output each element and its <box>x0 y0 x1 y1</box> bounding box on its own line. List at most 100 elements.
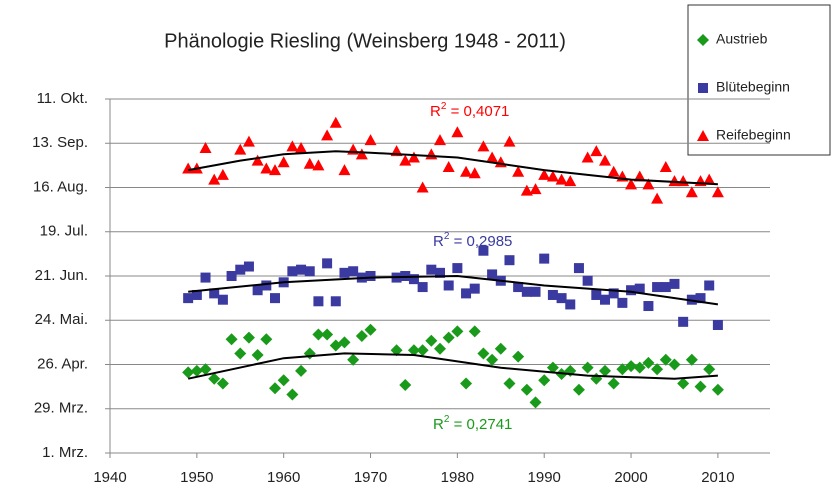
point <box>243 261 254 272</box>
point <box>521 286 532 297</box>
r-squared: R2 = 0,2741 <box>433 414 512 433</box>
point <box>451 126 464 138</box>
point <box>461 288 472 299</box>
point <box>216 168 229 180</box>
point <box>407 344 420 357</box>
x-tick-label: 1950 <box>180 469 213 486</box>
point <box>277 374 290 387</box>
point <box>694 380 707 393</box>
point <box>469 283 480 294</box>
point <box>434 342 446 355</box>
point <box>452 263 463 274</box>
point <box>303 347 316 360</box>
point <box>520 184 533 196</box>
point <box>190 364 203 377</box>
point <box>555 173 568 185</box>
point <box>425 148 438 160</box>
point <box>296 264 307 275</box>
point <box>364 134 377 146</box>
y-tick-label: 13. Sep. <box>32 134 88 151</box>
point <box>572 383 585 396</box>
trend-line <box>187 352 718 380</box>
point <box>512 165 525 177</box>
point <box>685 186 698 198</box>
legend-marker <box>697 130 709 141</box>
point <box>322 258 333 269</box>
point <box>417 282 428 293</box>
point <box>590 372 603 385</box>
point <box>355 330 368 343</box>
point <box>408 274 419 285</box>
point <box>494 342 507 355</box>
point <box>468 167 481 179</box>
point <box>277 156 290 168</box>
point <box>573 263 584 274</box>
point <box>182 366 195 379</box>
point <box>416 181 429 193</box>
point <box>660 282 671 293</box>
r-value: = 0,2985 <box>449 233 512 250</box>
point <box>512 350 525 363</box>
point <box>468 325 481 338</box>
point <box>591 289 602 300</box>
point <box>426 264 437 275</box>
point <box>599 154 611 166</box>
point <box>225 333 238 346</box>
point <box>209 288 220 299</box>
point <box>581 361 594 374</box>
legend-label: Reifebeginn <box>716 127 791 143</box>
r-base: R <box>430 103 441 120</box>
point <box>695 293 706 304</box>
point <box>487 269 498 280</box>
point <box>633 170 646 182</box>
point <box>582 275 593 286</box>
point <box>677 377 690 390</box>
point <box>260 162 273 174</box>
point <box>460 377 473 390</box>
point <box>642 178 655 190</box>
x-tick-label: 1990 <box>528 469 561 486</box>
point <box>607 377 620 390</box>
point <box>565 299 576 310</box>
point <box>434 134 446 146</box>
point <box>504 255 515 266</box>
point <box>365 271 376 281</box>
point <box>652 282 663 293</box>
point <box>704 280 715 291</box>
point <box>711 383 724 396</box>
point <box>633 361 646 374</box>
point <box>435 267 445 278</box>
legend-marker <box>697 34 709 46</box>
point <box>287 266 298 277</box>
r-value: = 0,2741 <box>449 416 512 433</box>
point <box>608 288 619 299</box>
point <box>216 377 229 390</box>
r-sup: 2 <box>444 414 450 425</box>
point <box>678 316 689 327</box>
point <box>626 285 637 296</box>
r-sup: 2 <box>444 231 450 242</box>
point <box>659 160 672 172</box>
point <box>443 280 454 291</box>
legend-box <box>687 4 831 156</box>
point <box>407 151 420 163</box>
point <box>286 388 299 401</box>
y-tick-label: 11. Okt. <box>37 90 88 107</box>
point <box>425 334 438 347</box>
x-tick-label: 1940 <box>93 469 126 486</box>
point <box>261 280 272 291</box>
point <box>556 293 567 304</box>
x-tick-label: 1960 <box>267 469 300 486</box>
r-squared: R2 = 0,4071 <box>430 101 509 120</box>
point <box>477 140 490 152</box>
point <box>538 374 551 387</box>
point <box>442 331 455 344</box>
point <box>617 297 628 308</box>
point <box>199 141 212 153</box>
trend-line <box>188 150 718 186</box>
legend-marker <box>698 83 708 93</box>
point <box>634 283 645 294</box>
point <box>513 282 524 293</box>
